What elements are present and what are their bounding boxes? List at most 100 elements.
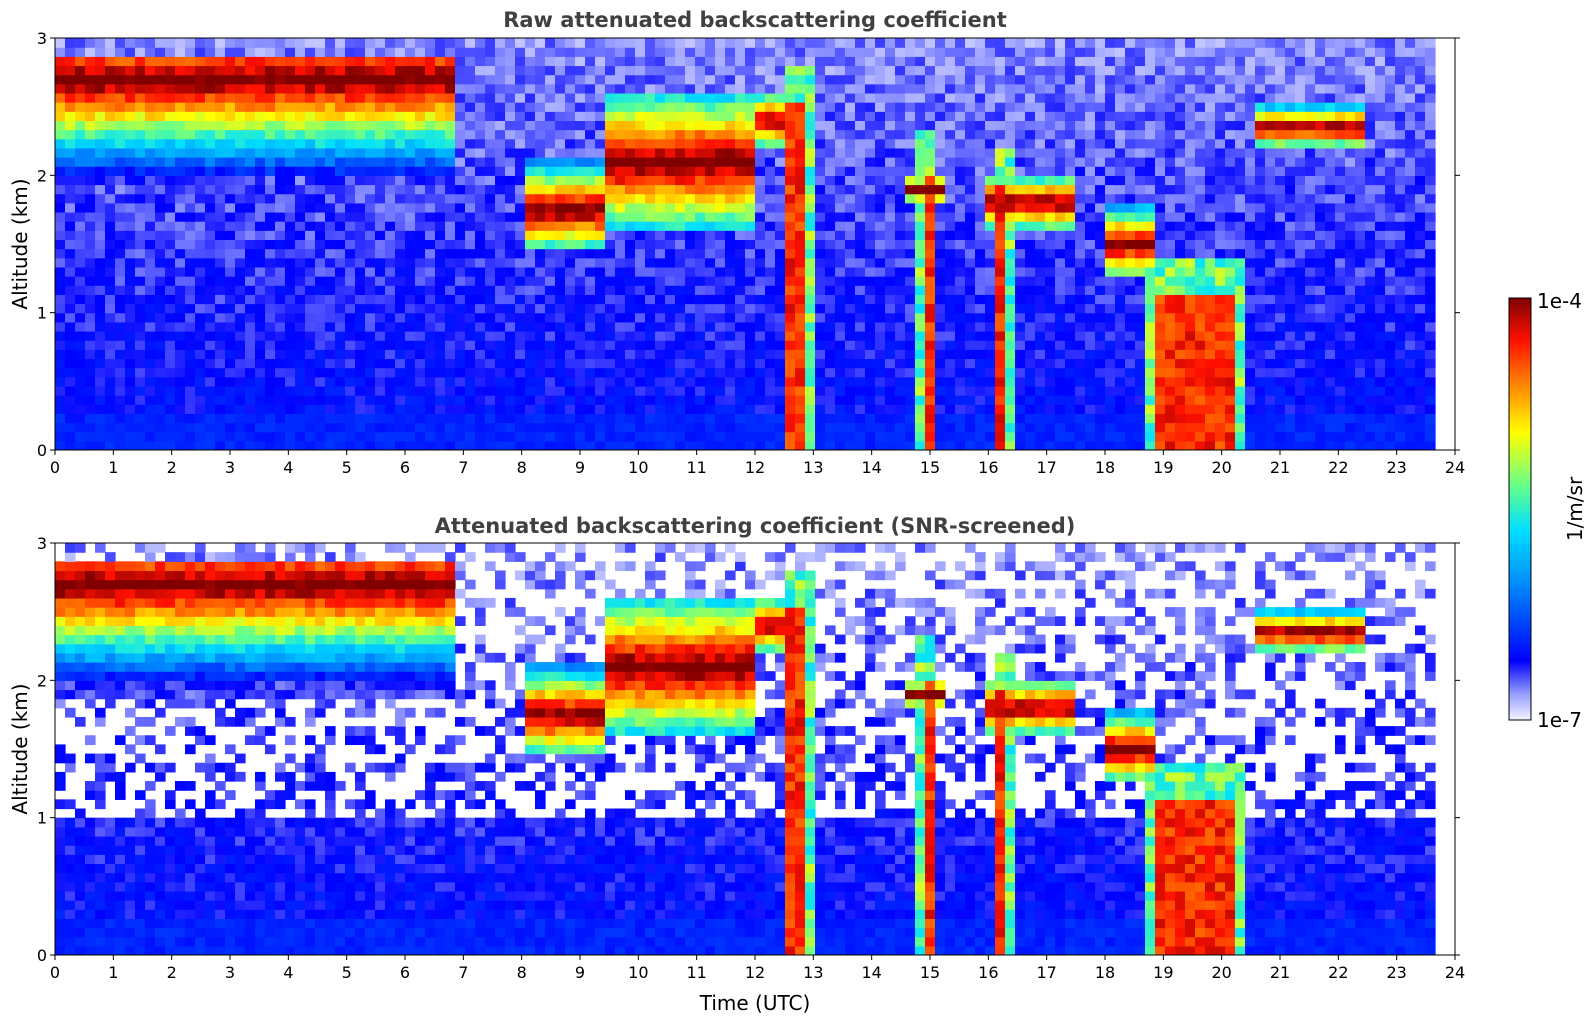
heatmap-cell xyxy=(545,257,556,268)
heatmap-cell xyxy=(875,257,886,268)
heatmap-cell xyxy=(725,193,736,204)
heatmap-cell xyxy=(575,56,586,67)
heatmap-cell xyxy=(525,431,536,442)
heatmap-cell xyxy=(495,330,506,341)
heatmap-cell xyxy=(1125,56,1136,67)
heatmap-cell xyxy=(265,404,276,414)
heatmap-cell xyxy=(775,230,786,241)
heatmap-cell xyxy=(695,257,706,268)
heatmap-cell xyxy=(465,38,476,48)
heatmap-cell xyxy=(575,294,586,305)
heatmap-cell xyxy=(295,404,306,414)
heatmap-cell xyxy=(125,38,136,48)
heatmap-cell xyxy=(585,175,596,186)
heatmap-cell xyxy=(895,230,906,241)
heatmap-cell xyxy=(1015,395,1026,405)
heatmap-cell xyxy=(525,321,536,332)
heatmap-cell xyxy=(935,285,946,295)
heatmap-cell xyxy=(635,74,646,85)
heatmap-cell xyxy=(185,38,196,48)
heatmap-cell xyxy=(1135,303,1146,314)
heatmap-cell xyxy=(405,312,416,323)
heatmap-cell xyxy=(975,83,986,94)
heatmap-cell xyxy=(565,330,576,341)
heatmap-cell xyxy=(1145,330,1156,341)
heatmap-cell xyxy=(895,413,906,424)
heatmap-cell xyxy=(265,367,276,378)
heatmap-cell xyxy=(565,440,576,450)
heatmap-cell xyxy=(885,404,896,414)
heatmap-cell xyxy=(995,413,1006,424)
heatmap-cell xyxy=(1145,230,1156,241)
heatmap-cell xyxy=(865,340,876,350)
heatmap-cell xyxy=(775,157,786,167)
heatmap-cell xyxy=(285,193,296,204)
heatmap-cell xyxy=(305,431,316,442)
heatmap-cell xyxy=(205,395,216,405)
heatmap-cell xyxy=(115,83,126,94)
heatmap-cell xyxy=(425,367,436,378)
heatmap-cell xyxy=(365,312,376,323)
heatmap-cell xyxy=(725,202,736,213)
heatmap-cell xyxy=(595,74,606,85)
heatmap-cell xyxy=(515,175,526,186)
heatmap-cell xyxy=(355,385,366,396)
heatmap-cell xyxy=(255,440,266,450)
heatmap-cell xyxy=(475,111,486,121)
heatmap-cell xyxy=(1055,38,1066,48)
heatmap-cell xyxy=(395,422,406,433)
heatmap-cell xyxy=(685,376,696,387)
heatmap-cell xyxy=(755,175,766,186)
heatmap-cell xyxy=(375,248,386,259)
heatmap-cell xyxy=(745,257,756,268)
heatmap-cell xyxy=(775,358,786,369)
heatmap-cell xyxy=(345,321,356,332)
heatmap-cell xyxy=(1095,239,1106,250)
heatmap-cell xyxy=(835,294,846,305)
heatmap-cell xyxy=(55,422,66,433)
heatmap-cell xyxy=(195,111,206,121)
heatmap-cell xyxy=(785,166,796,176)
heatmap-cell xyxy=(835,257,846,268)
heatmap-cell xyxy=(515,184,526,195)
heatmap-cell xyxy=(1085,239,1096,250)
heatmap-cell xyxy=(105,330,116,341)
heatmap-cell xyxy=(705,413,716,424)
heatmap-cell xyxy=(1125,330,1136,341)
heatmap-cell xyxy=(175,211,186,222)
heatmap-cell xyxy=(645,395,656,405)
heatmap-cell xyxy=(575,92,586,103)
heatmap-cell xyxy=(285,330,296,341)
heatmap-cell xyxy=(725,276,736,286)
heatmap-cell xyxy=(1025,138,1036,149)
heatmap-cell xyxy=(235,129,246,140)
heatmap-cell xyxy=(1075,248,1086,259)
heatmap-cell xyxy=(245,413,256,424)
heatmap-cell xyxy=(925,385,936,396)
heatmap-cell xyxy=(965,120,976,131)
heatmap-cell xyxy=(935,166,946,176)
heatmap-cell xyxy=(1035,239,1046,250)
heatmap-cell xyxy=(635,248,646,259)
heatmap-cell xyxy=(665,138,676,149)
heatmap-cell xyxy=(165,385,176,396)
heatmap-cell xyxy=(165,120,176,131)
heatmap-cell xyxy=(445,440,456,450)
heatmap-cell xyxy=(1055,230,1066,241)
heatmap-cell xyxy=(455,404,466,414)
heatmap-cell xyxy=(845,157,856,167)
heatmap-cell xyxy=(1115,303,1126,314)
heatmap-cell xyxy=(85,294,96,305)
heatmap-cell xyxy=(475,147,486,158)
heatmap-cell xyxy=(335,440,346,450)
heatmap-cell xyxy=(235,358,246,369)
heatmap-cell xyxy=(725,129,736,140)
heatmap-cell xyxy=(175,376,186,387)
heatmap-cell xyxy=(75,303,86,314)
heatmap-cell xyxy=(175,266,186,277)
heatmap-cell xyxy=(265,330,276,341)
heatmap-cell xyxy=(585,56,596,67)
heatmap-cell xyxy=(415,221,426,231)
heatmap-cell xyxy=(815,285,826,295)
heatmap-cell xyxy=(355,404,366,414)
